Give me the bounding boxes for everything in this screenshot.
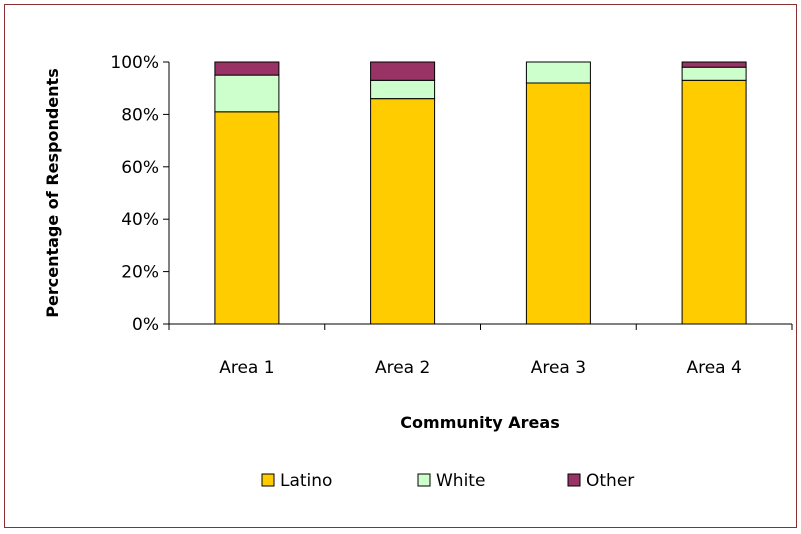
chart-svg: 0%20%40%60%80%100% Area 1 Area 2 Area 3 Are…	[43, 53, 793, 491]
x-tick-label: Area 2	[375, 358, 430, 378]
legend-swatch-white	[417, 473, 431, 487]
bar-white-3	[525, 61, 591, 84]
y-tick-label: 100%	[110, 53, 159, 73]
x-tick-label: Area 3	[531, 358, 586, 378]
x-ticks-group: Area 1 Area 2 Area 3 Area 4	[168, 324, 793, 378]
x-tick-label: Area 4	[686, 358, 741, 378]
y-tick-label: 60%	[121, 158, 159, 178]
bar-latino-4	[681, 79, 747, 325]
y-axis-title: Percentage of Respondents	[43, 68, 62, 317]
legend-label-white: White	[436, 471, 485, 491]
chart-frame: 0% 20% 40% 60% 80% 100% Area 1 Area 2 Area 3 Are…	[4, 4, 797, 528]
legend-swatch-latino	[261, 473, 275, 487]
bar-latino-2	[370, 98, 436, 325]
y-tick-label: 0%	[132, 315, 159, 335]
legend-swatch-other	[567, 473, 581, 487]
legend-label-latino: Latino	[280, 471, 332, 491]
bar-white-4	[681, 66, 747, 81]
y-tick-label: 80%	[121, 105, 159, 125]
x-axis-title: Community Areas	[400, 413, 559, 432]
y-tick-label: 20%	[121, 263, 159, 283]
bar-other-2	[370, 61, 436, 81]
x-tick-label: Area 1	[219, 358, 274, 378]
y-tick-label: 40%	[121, 210, 159, 230]
bar-white-2	[370, 79, 436, 100]
y-ticks-group: 0% 20% 40% 60% 80% 100%	[110, 53, 169, 335]
bar-latino-3	[525, 82, 591, 325]
legend: Latino White Other	[261, 471, 634, 491]
bar-latino-1	[214, 111, 280, 325]
bars-group	[214, 61, 747, 325]
legend-label-other: Other	[586, 471, 634, 491]
bar-white-1	[214, 74, 280, 113]
bar-other-4	[681, 61, 747, 68]
bar-other-1	[214, 61, 280, 76]
